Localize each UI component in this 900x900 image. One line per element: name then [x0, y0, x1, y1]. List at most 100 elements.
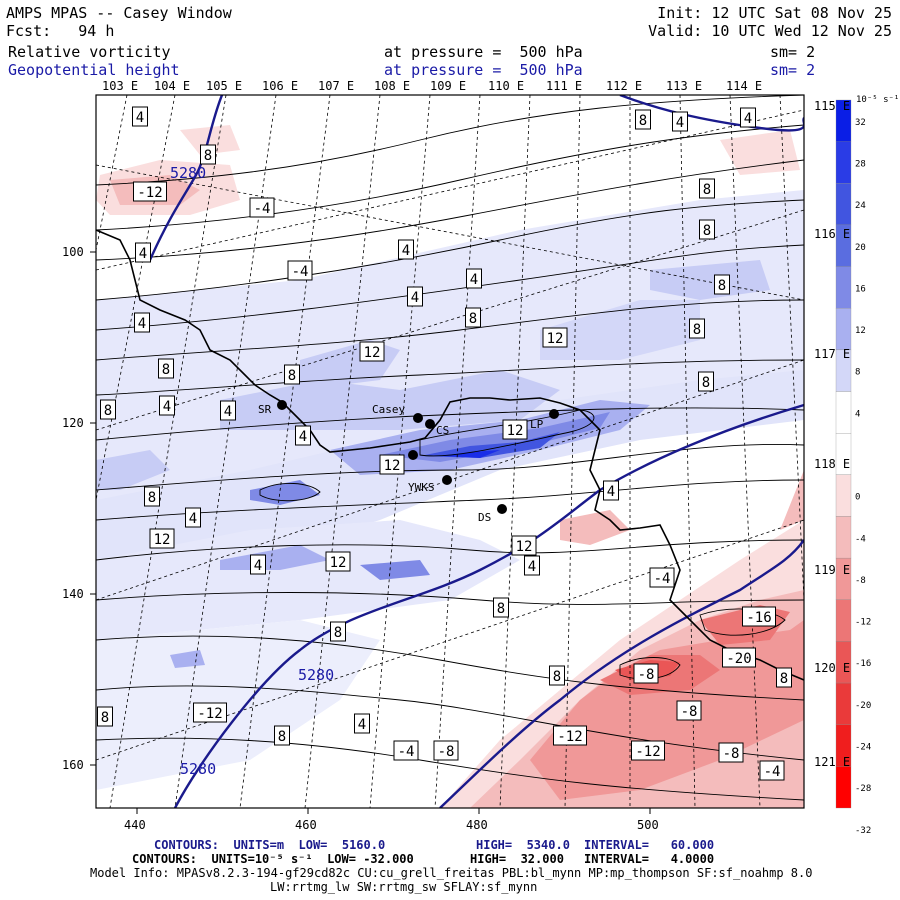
vorticity-value-text: 12 — [364, 345, 381, 361]
vorticity-value-text: 4 — [744, 111, 752, 127]
colorbar-swatch — [835, 516, 852, 559]
colorbar-tick-label: -16 — [855, 659, 871, 669]
vorticity-value-text: 4 — [299, 429, 307, 445]
lon-label: 118 E — [814, 457, 850, 471]
vorticity-value-label: 4 — [159, 395, 175, 416]
station-label-lp: LP — [530, 418, 544, 431]
vorticity-value-text: 12 — [547, 331, 564, 347]
station-dot-lp[interactable] — [549, 409, 559, 419]
vorticity-value-label: 8 — [100, 399, 116, 420]
vorticity-value-label: 12 — [511, 535, 537, 556]
vorticity-value-label: 12 — [502, 419, 528, 440]
station-dot-ds[interactable] — [497, 504, 507, 514]
field1-level: at pressure = 500 hPa — [384, 43, 583, 61]
vorticity-value-label: -4 — [287, 260, 313, 281]
station-label-ywks: YWKS — [408, 481, 435, 494]
colorbar-tick-label: 20 — [855, 243, 866, 253]
vorticity-value-label: -8 — [718, 742, 744, 763]
vorticity-value-text: -8 — [723, 746, 740, 762]
vorticity-value-label: -12 — [133, 181, 167, 202]
vorticity-value-text: 4 — [139, 246, 147, 262]
colorbar-tick-label: 4 — [855, 409, 860, 419]
latlon-grid — [96, 95, 804, 808]
vorticity-value-label: 4 — [466, 268, 482, 289]
vorticity-value-label: 12 — [325, 551, 351, 572]
vorticity-value-text: 12 — [507, 423, 524, 439]
field2-smooth: sm= 2 — [770, 61, 816, 79]
vorticity-contour-info: CONTOURS: UNITS=10⁻⁵ s⁻¹ LOW= -32.000 — [132, 852, 414, 866]
vorticity-value-text: 4 — [358, 717, 366, 733]
vorticity-value-label: 4 — [354, 713, 370, 734]
vorticity-value-label: 12 — [149, 528, 175, 549]
vorticity-value-text: 8 — [101, 710, 109, 726]
x-tick-label: 480 — [466, 818, 488, 832]
colorbar-swatch — [835, 141, 852, 184]
height-labels: 5280 5280 5280 — [170, 164, 334, 778]
vorticity-value-label: 8 — [330, 621, 346, 642]
vorticity-value-text: 4 — [676, 115, 684, 131]
vorticity-value-text: 8 — [288, 368, 296, 384]
colorbar-tick-label: -20 — [855, 701, 871, 711]
lon-label: 112 E — [606, 79, 642, 93]
vorticity-value-label: 4 — [524, 555, 540, 576]
height-label: 5280 — [170, 164, 206, 182]
colorbar-swatch — [835, 599, 852, 642]
vorticity-value-text: 12 — [154, 532, 171, 548]
colorbar-swatch — [835, 308, 852, 351]
colorbar-tick-label: -24 — [855, 743, 871, 753]
station-dot-sr[interactable] — [277, 400, 287, 410]
colorbar-swatch — [835, 391, 852, 434]
y-tick-label: 140 — [62, 587, 84, 601]
vorticity-value-label: 12 — [542, 327, 568, 348]
lon-label: 106 E — [262, 79, 298, 93]
height-contour-high: HIGH= 5340.0 — [476, 838, 570, 852]
vorticity-value-text: 4 — [138, 316, 146, 332]
colorbar-tick-label: -12 — [855, 618, 871, 628]
forecast-hour: Fcst: 94 h — [6, 22, 115, 40]
vorticity-value-text: 8 — [639, 113, 647, 129]
vorticity-value-text: 8 — [162, 362, 170, 378]
lon-label: 107 E — [318, 79, 354, 93]
vorticity-value-label: -12 — [553, 725, 587, 746]
station-dot-casey[interactable] — [413, 413, 423, 423]
vorticity-value-text: -4 — [654, 571, 671, 587]
colorbar: 10⁻⁵ s⁻¹ 32 28 24 20 16 12 8 4 0 -4 -8 -12 -16 -20 -24… — [835, 95, 899, 836]
station-dot-2[interactable] — [408, 450, 418, 460]
vorticity-value-label: 8 — [274, 725, 290, 746]
colorbar-tick-label: 12 — [855, 326, 866, 336]
map-title: AMPS MPAS -- Casey Window — [6, 4, 232, 22]
vorticity-contour-interval: INTERVAL= 4.0000 — [584, 852, 715, 866]
vorticity-value-text: 8 — [104, 403, 112, 419]
vorticity-value-label: 12 — [359, 341, 385, 362]
lon-label: 115 E — [814, 99, 850, 113]
field2-level: at pressure = 500 hPa — [384, 61, 583, 79]
vorticity-value-label: 8 — [635, 109, 651, 130]
valid-time: Valid: 10 UTC Wed 12 Nov 25 — [648, 22, 892, 40]
plot-frame — [95, 94, 805, 809]
vorticity-value-label: -16 — [742, 606, 776, 627]
vorticity-value-label: -12 — [193, 702, 227, 723]
vorticity-value-text: 4 — [411, 290, 419, 306]
vorticity-value-text: -12 — [197, 706, 222, 722]
vorticity-value-label: -4 — [249, 197, 275, 218]
vorticity-value-label: -8 — [633, 663, 659, 684]
colorbar-swatch — [835, 474, 852, 517]
vorticity-value-text: 12 — [516, 539, 533, 555]
right-lon-labels: 115 E 116 E 117 E 118 E 119 E 120 E 121 … — [814, 99, 850, 769]
colorbar-tick-label: 28 — [855, 159, 866, 169]
lon-label: 117 E — [814, 347, 850, 361]
vorticity-value-label: 8 — [158, 358, 174, 379]
vorticity-value-text: 8 — [703, 223, 711, 239]
station-dot-cs[interactable] — [425, 419, 435, 429]
vorticity-value-text: 4 — [470, 272, 478, 288]
lon-label: 108 E — [374, 79, 410, 93]
vorticity-value-label: 4 — [603, 480, 619, 501]
colorbar-tick-label: 24 — [855, 201, 866, 211]
station-dot-ywks[interactable] — [442, 475, 452, 485]
vorticity-value-text: 8 — [780, 671, 788, 687]
vorticity-value-label: 4 — [672, 111, 688, 132]
vorticity-value-text: 8 — [702, 375, 710, 391]
lon-label: 109 E — [430, 79, 466, 93]
vorticity-value-label: 4 — [295, 425, 311, 446]
lon-label: 105 E — [206, 79, 242, 93]
